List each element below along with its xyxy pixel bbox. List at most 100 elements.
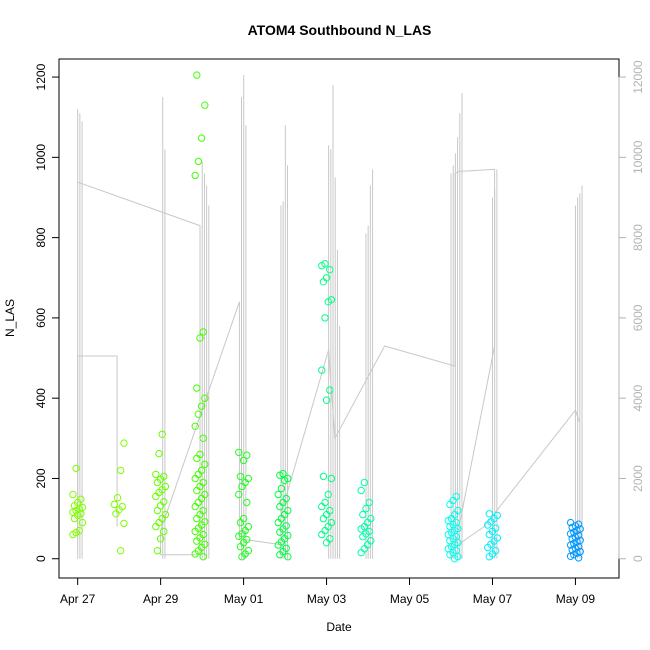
data-point — [574, 520, 583, 528]
data-point — [493, 511, 501, 520]
data-point — [284, 531, 292, 540]
data-point — [77, 495, 85, 503]
data-point — [153, 547, 162, 555]
data-point — [243, 498, 251, 507]
data-point — [282, 544, 290, 552]
x-tick-label: May 01 — [224, 592, 264, 606]
data-point — [324, 490, 332, 499]
x-tick-label: May 07 — [473, 592, 513, 606]
data-point — [197, 402, 206, 410]
chart-title: ATOM4 Southbound N_LAS — [248, 22, 432, 38]
data-point — [193, 71, 201, 79]
data-point — [201, 394, 209, 402]
data-point — [199, 506, 207, 515]
data-point — [191, 422, 199, 430]
data-point — [75, 526, 84, 535]
data-point — [160, 472, 168, 481]
data-point — [78, 518, 87, 527]
x-tick-label: May 09 — [556, 592, 596, 606]
y2-tick-label: 10000 — [631, 140, 645, 174]
data-point — [160, 527, 168, 536]
data-point — [191, 474, 199, 483]
y-axis-left: 0 200 400 600 800 1000 1200 — [34, 63, 60, 562]
data-point — [359, 510, 367, 519]
data-point — [158, 430, 166, 438]
data-point — [326, 386, 334, 394]
data-point — [326, 535, 334, 543]
data-point — [326, 266, 334, 274]
data-point — [78, 503, 87, 512]
data-point — [321, 260, 329, 268]
data-point — [284, 553, 292, 561]
data-point — [244, 522, 253, 531]
data-point — [318, 502, 326, 511]
secondary-series — [77, 75, 583, 559]
data-point — [160, 498, 168, 506]
y-tick-label: 800 — [34, 227, 48, 247]
data-point — [236, 472, 245, 481]
y-tick-label: 0 — [34, 555, 48, 562]
data-point — [239, 514, 248, 523]
x-tick-label: May 03 — [307, 592, 347, 606]
y-tick-label: 400 — [34, 388, 48, 408]
data-point — [327, 296, 336, 304]
secondary-path — [77, 168, 581, 556]
data-point — [360, 478, 369, 487]
y2-tick-label: 2000 — [631, 465, 645, 492]
data-point — [197, 466, 206, 475]
data-point — [485, 510, 493, 518]
y2-tick-label: 4000 — [631, 385, 645, 412]
y2-tick-label: 6000 — [631, 304, 645, 331]
data-point — [201, 460, 209, 469]
data-point — [243, 451, 251, 459]
data-point — [199, 478, 207, 487]
data-point — [120, 519, 128, 528]
data-point — [282, 494, 290, 503]
data-point — [199, 328, 207, 336]
data-point — [72, 464, 80, 473]
data-point — [199, 434, 207, 442]
y2-tick-label: 12000 — [631, 60, 645, 94]
data-point — [357, 486, 365, 495]
data-point — [199, 530, 207, 539]
data-point — [155, 449, 163, 458]
data-point — [492, 524, 500, 532]
data-point — [282, 522, 290, 530]
data-point — [367, 537, 375, 545]
x-tick-label: Apr 29 — [143, 592, 179, 606]
y-tick-label: 1000 — [34, 144, 48, 171]
data-point — [566, 518, 575, 527]
y-axis-right: 0 2000 4000 6000 8000 10000 12000 — [618, 60, 645, 562]
data-point — [113, 494, 122, 502]
data-point — [454, 506, 462, 515]
data-point — [327, 474, 336, 483]
data-point — [117, 466, 125, 475]
data-point — [197, 134, 206, 142]
y-axis-label: N_LAS — [3, 299, 17, 337]
data-point — [493, 534, 501, 542]
data-point — [318, 366, 326, 374]
data-point — [321, 314, 329, 322]
data-point — [120, 439, 128, 447]
data-point — [244, 547, 253, 555]
y2-tick-label: 8000 — [631, 224, 645, 251]
data-point — [201, 101, 209, 109]
data-point — [235, 490, 243, 499]
data-point — [243, 535, 251, 544]
data-point — [365, 527, 373, 536]
data-point — [156, 535, 165, 543]
data-point — [244, 474, 253, 483]
data-point — [327, 518, 336, 527]
data-point — [322, 274, 331, 282]
data-point — [284, 474, 292, 483]
x-tick-label: Apr 27 — [60, 592, 96, 606]
data-point — [452, 492, 460, 501]
data-point — [201, 518, 209, 526]
data-point — [201, 540, 209, 548]
primary-series — [69, 71, 584, 563]
data-point — [322, 396, 331, 404]
data-point — [193, 384, 201, 392]
secondary-box — [77, 355, 118, 539]
data-point — [110, 500, 119, 509]
